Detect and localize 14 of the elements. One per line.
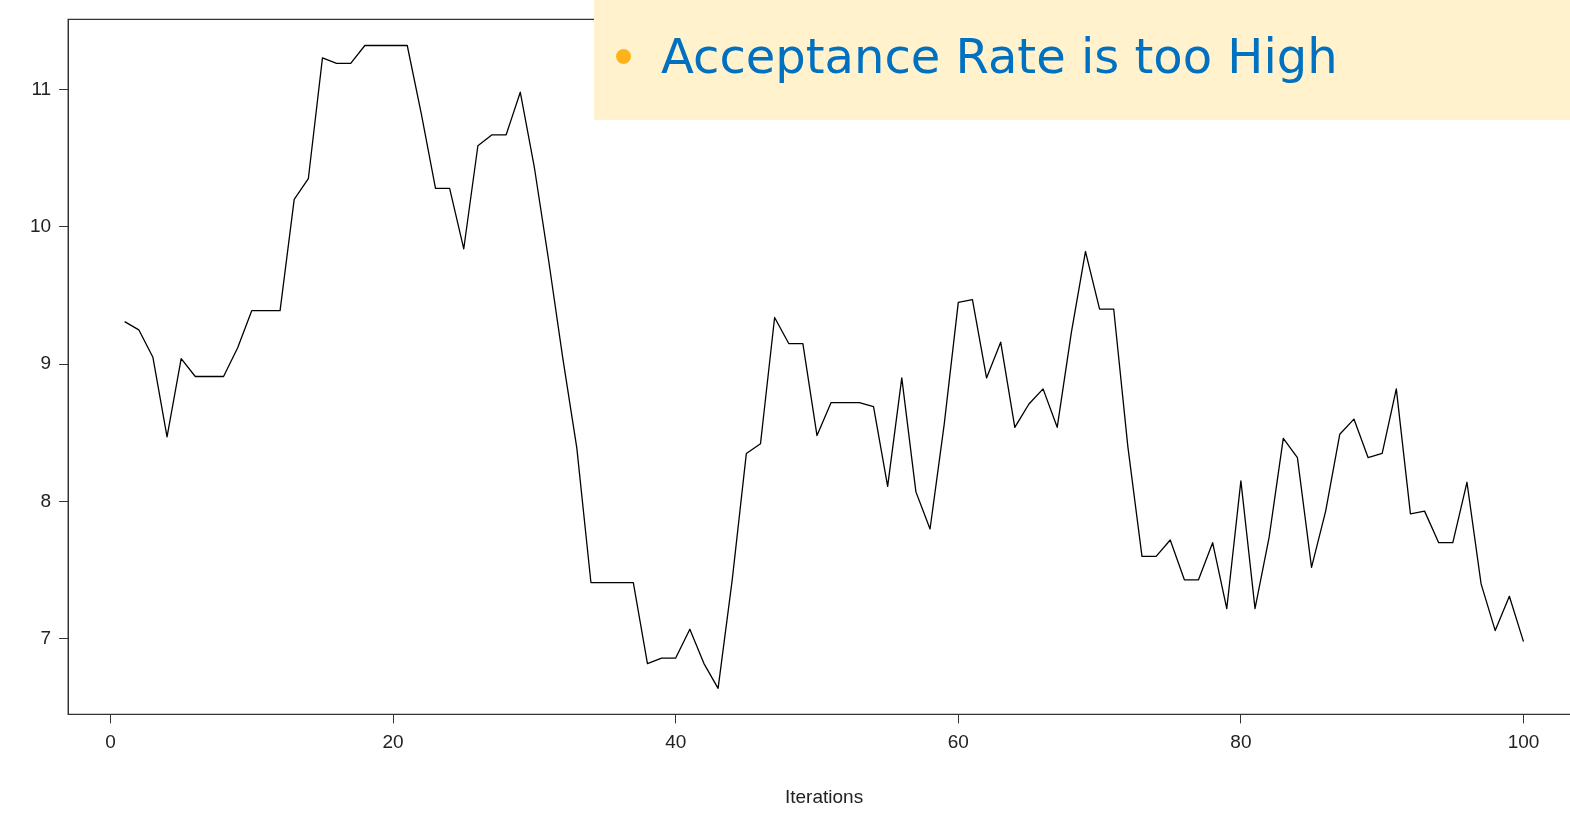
y-tick-label: 7	[40, 627, 52, 649]
y-tick-label: 9	[40, 352, 52, 374]
x-tick-label: 100	[1507, 731, 1540, 753]
x-tick-label: 80	[1230, 731, 1252, 753]
x-tick-label: 20	[382, 731, 404, 753]
x-tick-label: 60	[947, 731, 969, 753]
x-tick-label: 40	[665, 731, 687, 753]
text-box: Acceptance Rate is too High	[594, 0, 1570, 120]
y-tick-label: 8	[40, 489, 52, 511]
x-axis-title: Iterations	[784, 785, 864, 807]
y-tick-label: 11	[31, 77, 52, 99]
y-tick-label: 10	[29, 215, 52, 237]
annotation: Acceptance Rate is too High	[661, 28, 1338, 84]
x-tick-label: 0	[105, 731, 116, 753]
